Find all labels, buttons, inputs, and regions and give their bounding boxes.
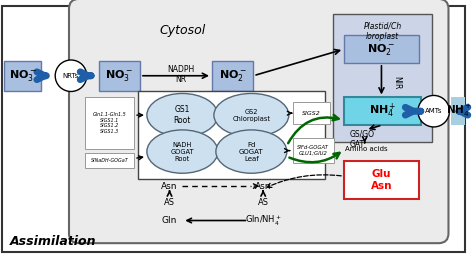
Ellipse shape [216,130,287,173]
Text: Assimilation: Assimilation [10,235,96,248]
Bar [212,61,253,90]
Text: GS2
Chloroplast: GS2 Chloroplast [232,109,270,122]
Text: NIR: NIR [392,76,401,89]
Text: Amino acids: Amino acids [345,146,388,152]
Bar [344,162,419,199]
Text: AS: AS [258,198,269,207]
Text: NO$_3^-$: NO$_3^-$ [9,68,36,83]
Text: SIGS2: SIGS2 [302,111,321,116]
Bar [333,14,432,142]
Circle shape [418,96,449,127]
Text: NH$_4^+$: NH$_4^+$ [369,102,396,120]
Text: Fd
GOGAT
Leaf: Fd GOGAT Leaf [239,141,264,162]
Bar [99,61,140,90]
Bar [85,153,134,168]
Bar [85,98,134,149]
Bar [451,98,465,125]
Bar [138,90,325,179]
Ellipse shape [214,93,289,137]
Ellipse shape [147,93,218,137]
Text: GS1
Root: GS1 Root [173,105,191,125]
Text: Glu
Asn: Glu Asn [371,169,392,191]
Text: Asn: Asn [255,182,272,190]
Text: SINaDH-GOGaT: SINaDH-GOGaT [91,158,128,163]
Bar [293,102,330,124]
Text: Plastid/Ch
loroplast: Plastid/Ch loroplast [363,22,401,41]
FancyBboxPatch shape [69,0,448,243]
Text: GS/GO
GAT: GS/GO GAT [350,130,375,149]
Text: SIFd-GOGAT
GLU1;GlU2: SIFd-GOGAT GLU1;GlU2 [298,145,329,156]
Text: NH$_4^+$: NH$_4^+$ [447,103,472,119]
Bar [4,61,41,90]
Bar [344,35,419,63]
Text: NADPH
NR: NADPH NR [167,65,194,84]
Bar [293,138,334,163]
Circle shape [55,60,87,91]
Text: Gln/NH$_4^+$: Gln/NH$_4^+$ [245,213,282,228]
Text: NADH
GOGAT
Root: NADH GOGAT Root [171,141,194,162]
Ellipse shape [147,130,218,173]
Bar [344,98,421,125]
Text: Gln: Gln [162,216,177,225]
Text: NO$_2^-$: NO$_2^-$ [219,68,246,83]
Text: Cytosol: Cytosol [159,24,205,37]
Text: NO$_2^-$: NO$_2^-$ [367,42,395,57]
Text: Gln1.1-Gln1.5
SIGS1.1
SIGS1.2
SIGS1.3: Gln1.1-Gln1.5 SIGS1.1 SIGS1.2 SIGS1.3 [92,112,126,134]
Text: NO$_3^-$: NO$_3^-$ [105,68,133,83]
Text: Asn: Asn [161,182,178,190]
Text: AMTs: AMTs [425,108,442,114]
Text: AS: AS [164,198,175,207]
Text: NRTs: NRTs [63,73,79,79]
